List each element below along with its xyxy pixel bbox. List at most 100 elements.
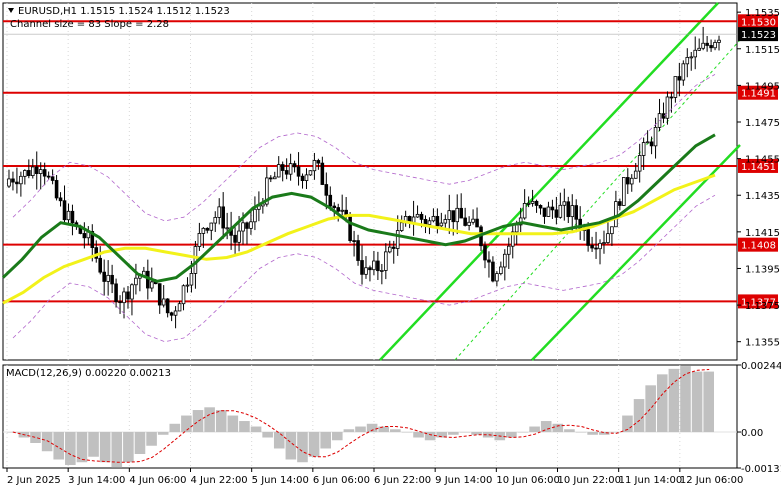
candle-body xyxy=(411,216,416,223)
macd-axis-label: 0.00244 xyxy=(741,361,781,372)
candle-body xyxy=(114,283,118,303)
candle-body xyxy=(602,242,606,244)
macd-histogram-bar xyxy=(668,368,680,433)
candle-body xyxy=(701,42,705,49)
macd-histogram-bar xyxy=(459,432,471,433)
candle-body xyxy=(233,234,237,243)
macd-histogram-bar xyxy=(448,432,459,435)
candle-body xyxy=(368,267,372,271)
candle-body xyxy=(110,274,114,285)
candle-body xyxy=(360,260,364,275)
time-axis-label: 3 Jun 14:00 xyxy=(68,475,125,486)
macd-histogram-bar xyxy=(88,432,99,457)
candle-body xyxy=(149,281,154,289)
time-axis-label: 11 Jun 14:00 xyxy=(619,475,683,486)
candle-body xyxy=(193,246,198,274)
current-price-tag xyxy=(738,27,778,42)
candle-body xyxy=(395,230,400,249)
candle-body xyxy=(423,218,428,225)
candle-body xyxy=(550,206,555,211)
price-axis-label: 1.1515 xyxy=(745,45,780,56)
price-axis-label: 1.1535 xyxy=(745,8,780,19)
candle-body xyxy=(526,202,531,205)
candle-body xyxy=(451,210,456,223)
price-axis-label: 1.1355 xyxy=(745,338,780,349)
macd-histogram-bar xyxy=(564,429,575,433)
envelope-lower-line xyxy=(12,194,716,343)
candle-body xyxy=(50,176,55,181)
macd-histogram-bar xyxy=(308,432,320,457)
candle-body xyxy=(554,209,559,218)
candle-body xyxy=(23,170,27,177)
candle-body xyxy=(328,194,333,207)
time-axis-label: 4 Jun 22:00 xyxy=(191,475,248,486)
envelope-upper-line xyxy=(12,74,716,222)
macd-histogram-bar xyxy=(378,426,390,433)
moving-average-fast-line xyxy=(1,133,716,283)
candle-body xyxy=(614,201,618,228)
macd-histogram-bar xyxy=(65,432,76,465)
candle-body xyxy=(292,163,297,168)
time-axis-label: 6 Jun 06:00 xyxy=(313,475,370,486)
candle-body xyxy=(249,221,253,229)
candle-body xyxy=(181,285,186,305)
candle-body xyxy=(66,210,71,221)
candle-body xyxy=(677,76,682,81)
macd-histogram-bar xyxy=(157,432,169,435)
candle-body xyxy=(590,245,594,249)
level-price-tag xyxy=(738,85,778,100)
macd-histogram-bar xyxy=(575,432,587,433)
macd-histogram-bar xyxy=(30,432,41,444)
macd-histogram-bar xyxy=(320,432,331,449)
candle-body xyxy=(46,175,51,178)
candle-body xyxy=(649,141,654,147)
candle-body xyxy=(241,222,245,232)
price-axis-label: 1.1455 xyxy=(745,155,780,166)
macd-histogram-bar xyxy=(181,415,192,433)
candle-body xyxy=(296,166,301,177)
moving-average-slow-line xyxy=(2,173,716,305)
candle-body xyxy=(387,246,392,253)
time-axis-label: 10 Jun 22:00 xyxy=(558,475,622,486)
candle-body xyxy=(431,216,436,222)
candle-body xyxy=(625,177,630,185)
candle-body xyxy=(681,63,686,81)
level-price-tag xyxy=(738,237,778,252)
candle-body xyxy=(534,200,539,206)
candle-body xyxy=(177,303,182,312)
candle-body xyxy=(364,267,368,275)
candle-body xyxy=(34,166,39,174)
candle-body xyxy=(122,291,126,304)
candle-body xyxy=(126,291,130,300)
macd-histogram-bar xyxy=(297,432,308,463)
level-price-tag xyxy=(738,294,778,309)
candle-body xyxy=(253,208,257,223)
candle-body xyxy=(58,197,63,202)
candle-body xyxy=(161,298,166,306)
macd-histogram-bar xyxy=(540,421,552,433)
candle-body xyxy=(288,163,293,175)
candle-body xyxy=(245,222,249,229)
candle-body xyxy=(586,229,590,246)
macd-histogram-bar xyxy=(436,432,448,438)
candle-body xyxy=(693,49,698,58)
candle-body xyxy=(665,96,670,119)
candle-body xyxy=(530,200,535,204)
candle-body xyxy=(622,177,626,206)
candle-body xyxy=(439,222,444,227)
candle-body xyxy=(106,274,110,282)
macd-histogram-bar xyxy=(633,399,645,433)
channel-lower-line xyxy=(531,144,741,361)
candle-body xyxy=(443,219,448,224)
candle-body xyxy=(217,206,222,218)
macd-axis-label: -0.00131 xyxy=(741,464,781,475)
macd-histogram-bar xyxy=(587,432,598,435)
chart-menu-triangle-icon xyxy=(8,8,14,13)
macd-histogram-bar xyxy=(343,429,355,433)
candle-body xyxy=(70,210,75,224)
candle-body xyxy=(336,207,341,212)
candle-body xyxy=(300,175,305,182)
candle-body xyxy=(487,259,491,263)
